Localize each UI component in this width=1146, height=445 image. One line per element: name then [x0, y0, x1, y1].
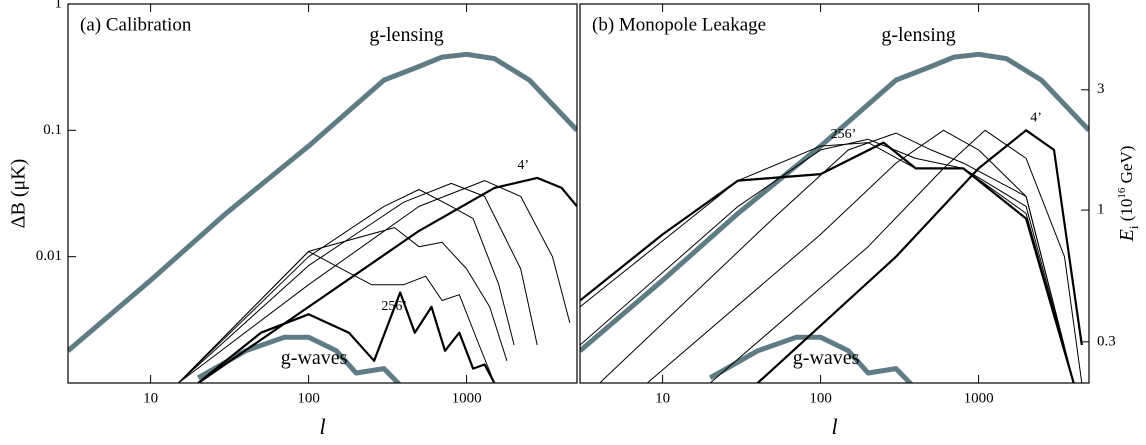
plot-frame — [579, 3, 1090, 384]
y-tick-label: 0.01 — [36, 248, 62, 264]
y-tick-label: 0.1 — [43, 122, 62, 138]
y-tick-label: 1 — [55, 0, 63, 11]
y2-label-part: 16 — [1116, 187, 1128, 199]
x-axis-label: l — [831, 414, 837, 439]
y2-label-part: i — [1126, 225, 1141, 229]
plot-area — [68, 51, 577, 383]
x-tick-label: 1000 — [964, 390, 994, 406]
line — [197, 176, 577, 383]
series-label: 4’ — [517, 158, 529, 173]
y2-tick-label: 3 — [1097, 81, 1105, 97]
line — [708, 334, 914, 383]
series-label: g-waves — [793, 347, 860, 369]
series-label: 256’ — [381, 299, 407, 314]
line — [196, 334, 402, 383]
line — [756, 129, 1083, 383]
panel-title: (b) Monopole Leakage — [592, 14, 766, 35]
series-label: g-waves — [281, 347, 348, 369]
line — [580, 141, 1075, 383]
x-tick-label: 100 — [297, 390, 320, 406]
plot-area — [580, 51, 1089, 383]
y2-tick-label: 0.3 — [1097, 333, 1116, 349]
line — [599, 132, 1075, 383]
line — [178, 250, 495, 383]
y2-axis-label: Ei (1016 GeV) — [1116, 146, 1142, 243]
line — [709, 129, 1083, 383]
line — [580, 142, 1075, 383]
series-label: g-lensing — [369, 24, 443, 46]
x-tick-label: 10 — [143, 390, 158, 406]
y2-label-part: GeV) — [1117, 146, 1136, 188]
y2-label-part: E — [1116, 229, 1138, 242]
x-tick-label: 10 — [655, 390, 670, 406]
series-label: 4’ — [1030, 111, 1042, 126]
line — [178, 227, 508, 383]
line — [178, 182, 538, 383]
panel-title: (a) Calibration — [80, 14, 192, 35]
series-label: g-lensing — [881, 24, 955, 46]
x-tick-label: 100 — [809, 390, 832, 406]
line — [178, 180, 571, 383]
plot-frame — [67, 3, 578, 384]
y-axis-label: ΔB (μK) — [8, 159, 30, 229]
x-axis-label: l — [319, 414, 325, 439]
x-tick-label: 1000 — [452, 390, 482, 406]
line — [580, 51, 1089, 353]
y2-tick-label: 1 — [1097, 202, 1105, 218]
line — [197, 291, 496, 383]
line — [68, 51, 577, 353]
y2-label-part: (10 — [1117, 199, 1136, 226]
series-label: 256’ — [831, 127, 857, 142]
line — [646, 129, 1075, 383]
